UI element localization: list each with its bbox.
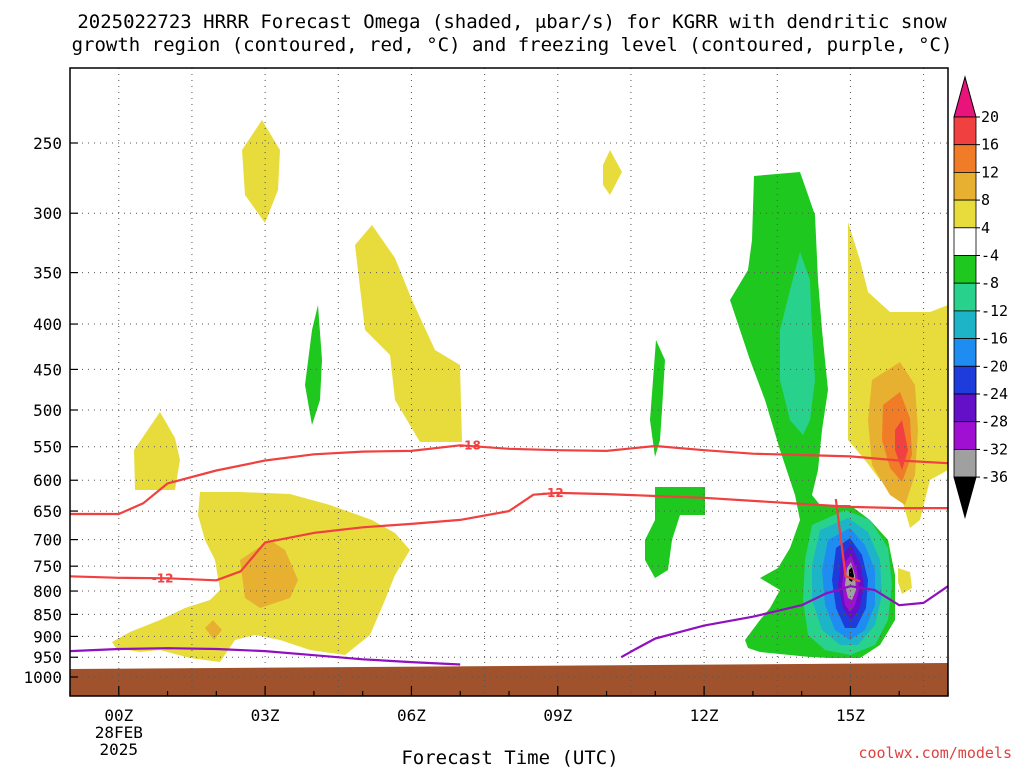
y-tick-label: 800 xyxy=(33,582,62,601)
chart-title-line2: growth region (contoured, red, °C) and f… xyxy=(72,34,953,56)
colorbar-swatch xyxy=(953,365,977,395)
dgz-contour-line xyxy=(69,491,948,582)
x-axis-label: Forecast Time (UTC) xyxy=(401,747,618,768)
colorbar-swatch xyxy=(953,338,977,367)
colorbar-label: -12 xyxy=(981,302,1008,320)
colorbar-label: -8 xyxy=(981,274,999,292)
colorbar-top-arrow xyxy=(953,75,977,118)
omega-region-4 xyxy=(355,225,462,442)
colorbar-label: -24 xyxy=(981,385,1008,403)
x-date-label: 28FEB xyxy=(95,723,143,742)
colorbar-label: -32 xyxy=(981,440,1008,458)
freezing-level-contour xyxy=(620,585,949,659)
colorbar-label: -4 xyxy=(981,247,999,265)
contour-label: -12 xyxy=(542,486,564,500)
omega-region-4 xyxy=(898,568,912,594)
y-tick-label: 750 xyxy=(33,557,62,576)
y-tick-label: 450 xyxy=(33,360,62,379)
omega-region-4 xyxy=(242,120,280,223)
colorbar-label: 16 xyxy=(981,136,999,154)
colorbar-swatch xyxy=(953,199,977,229)
dgz-contour-line xyxy=(834,498,861,583)
y-tick-label: 900 xyxy=(33,627,62,646)
colorbar-swatch xyxy=(953,448,977,478)
y-tick-label: 350 xyxy=(33,264,62,283)
colorbar-label: 12 xyxy=(981,163,999,181)
colorbar-swatch xyxy=(953,421,977,450)
colorbar-swatch xyxy=(953,227,977,256)
colorbar-label: -36 xyxy=(981,468,1008,486)
colorbar: 20 16 12 8 4 -4 -8 -12 -16 -20 -24 -28 -32 -36 xyxy=(953,75,1008,519)
colorbar-label: -20 xyxy=(981,357,1008,375)
x-tick-label: 15Z xyxy=(836,706,865,725)
omega-region-8 xyxy=(205,620,222,640)
colorbar-swatch xyxy=(953,310,977,339)
x-date-label: 2025 xyxy=(100,740,139,759)
omega-region-minus8 xyxy=(780,252,815,435)
colorbar-swatch xyxy=(953,282,977,312)
grid-lines xyxy=(70,68,948,696)
credit-text: coolwx.com/models xyxy=(858,744,1012,762)
omega-region-minus4 xyxy=(305,305,322,425)
y-tick-label: 950 xyxy=(33,648,62,667)
x-tick-label: 06Z xyxy=(397,706,426,725)
dgz-contour-line xyxy=(70,444,949,516)
colorbar-swatch xyxy=(953,116,977,146)
colorbar-label: 8 xyxy=(981,191,990,209)
colorbar-label: 4 xyxy=(981,219,990,237)
y-tick-label: 700 xyxy=(33,531,62,550)
colorbar-label: -16 xyxy=(981,330,1008,348)
contour-label: -18 xyxy=(459,438,481,452)
colorbar-swatch xyxy=(953,393,977,423)
plot-area: -18 -12 -12 250 300 350 400 450 500 550 600 650 700… xyxy=(23,67,949,759)
omega-region-4 xyxy=(134,412,180,490)
freezing-level-contour xyxy=(69,647,461,666)
chart-title-line1: 2025022723 HRRR Forecast Omega (shaded, … xyxy=(77,11,947,33)
omega-region-minus4 xyxy=(650,340,665,457)
colorbar-swatch xyxy=(953,171,977,201)
y-tick-label: 650 xyxy=(33,502,62,521)
colorbar-swatch xyxy=(953,144,977,173)
colorbar-bottom-arrow xyxy=(953,476,977,519)
colorbar-swatch xyxy=(953,255,977,284)
y-tick-label: 850 xyxy=(33,605,62,624)
y-axis: 250 300 350 400 450 500 550 600 650 700 750 800 850 9… xyxy=(23,134,78,687)
contour-label: -12 xyxy=(152,571,174,585)
ground-surface xyxy=(70,663,948,696)
omega-region-minus4 xyxy=(645,487,705,578)
omega-region-4 xyxy=(603,150,622,195)
y-tick-label: 300 xyxy=(33,204,62,223)
colorbar-label: -28 xyxy=(981,413,1008,431)
y-tick-label: 400 xyxy=(33,315,62,334)
x-tick-label: 00Z xyxy=(104,706,133,725)
contour-layer: -18 -12 -12 xyxy=(69,438,949,666)
x-tick-label: 09Z xyxy=(543,706,572,725)
y-tick-label: 550 xyxy=(33,438,62,457)
colorbar-label: 20 xyxy=(981,108,999,126)
x-tick-label: 03Z xyxy=(251,706,280,725)
y-tick-label: 600 xyxy=(33,471,62,490)
omega-region-8 xyxy=(240,540,298,608)
omega-shading-layer xyxy=(70,120,948,696)
x-tick-label: 12Z xyxy=(690,706,719,725)
omega-region-16 xyxy=(895,420,908,470)
y-tick-label: 500 xyxy=(33,401,62,420)
y-tick-label: 250 xyxy=(33,134,62,153)
y-tick-label: 1000 xyxy=(23,668,62,687)
